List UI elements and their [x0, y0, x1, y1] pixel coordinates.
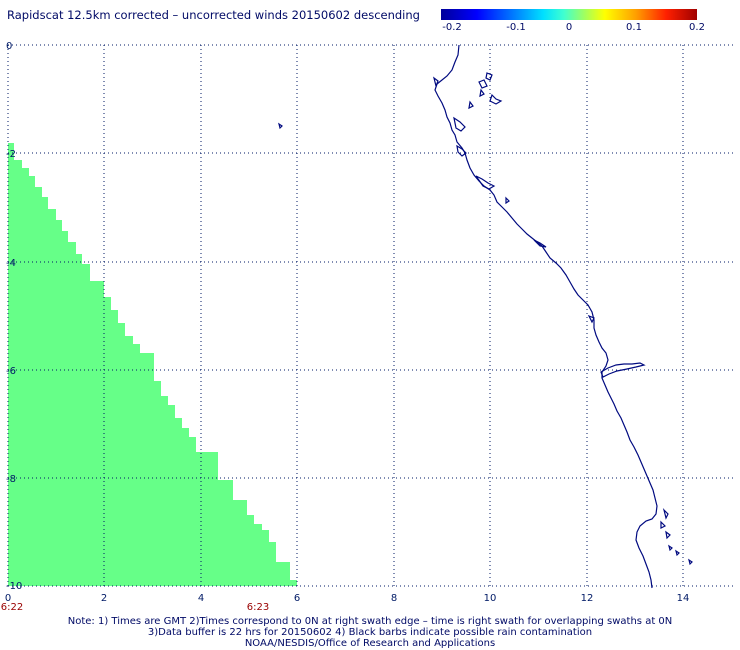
- swath-coverage: [8, 143, 297, 586]
- colorbar-tick: 0.2: [689, 22, 705, 33]
- x-tick-label: 0: [5, 593, 11, 604]
- y-tick-label: -4: [6, 258, 16, 269]
- x-tick-label: 4: [198, 593, 204, 604]
- note-line-1: Note: 1) Times are GMT 2)Times correspon…: [67, 616, 673, 627]
- colorbar-tick: 0.1: [626, 22, 642, 33]
- x-tick-label: 10: [484, 593, 497, 604]
- time-label-right: 6:23: [247, 602, 269, 613]
- y-tick-label: -10: [6, 581, 22, 592]
- y-tick-label: -8: [6, 474, 16, 485]
- y-tick-label: 0: [6, 41, 12, 52]
- y-tick-label: -2: [6, 149, 16, 160]
- colorbar-tick: -0.1: [506, 22, 526, 33]
- coastline: [278, 44, 693, 589]
- colorbar-tick: -0.2: [442, 22, 462, 33]
- y-tick-label: -6: [6, 366, 16, 377]
- x-tick-label: 14: [677, 593, 690, 604]
- note-line-3: NOAA/NESDIS/Office of Research and Appli…: [244, 638, 496, 649]
- x-tick-label: 12: [581, 593, 594, 604]
- grid: [7, 44, 733, 587]
- note-line-2: 3)Data buffer is 22 hrs for 20150602 4) …: [147, 627, 593, 638]
- chart-title: Rapidscat 12.5km corrected – uncorrected…: [7, 8, 420, 22]
- x-tick-label: 8: [391, 593, 397, 604]
- x-tick-label: 2: [101, 593, 107, 604]
- x-tick-label: 6: [294, 593, 300, 604]
- colorbar-tick: 0: [565, 22, 573, 33]
- colorbar: [441, 9, 697, 20]
- time-label-left: 6:22: [1, 602, 23, 613]
